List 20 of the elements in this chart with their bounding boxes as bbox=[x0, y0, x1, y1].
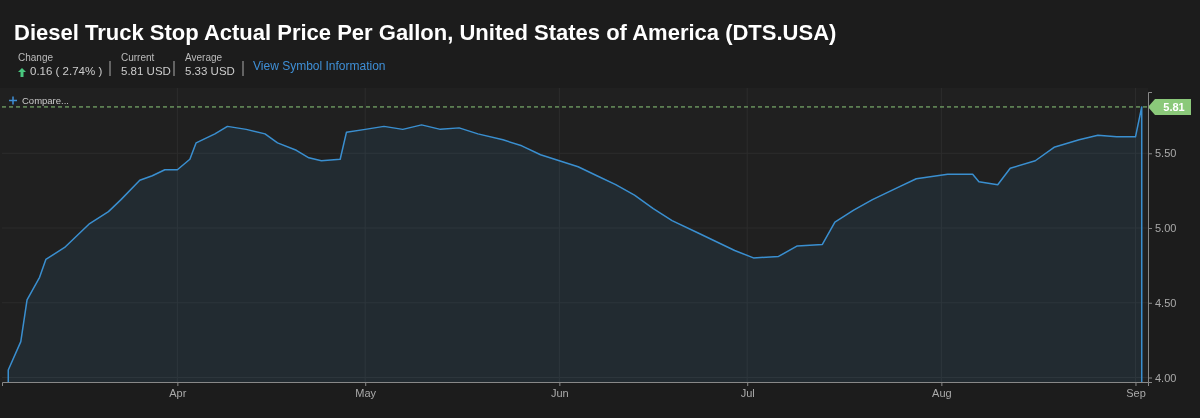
x-tick-label: Sep bbox=[1126, 386, 1146, 399]
annotation: Compare... bbox=[22, 95, 69, 106]
x-tick-label: Jun bbox=[550, 386, 569, 399]
chart-title: Diesel Truck Stop Actual Price Per Gallon, United States of America (DTS.USA) bbox=[14, 20, 837, 45]
y-tick-label: 5.50 bbox=[1155, 147, 1177, 160]
x-tick-label: Apr bbox=[169, 386, 187, 399]
text: Current bbox=[121, 52, 155, 63]
x-tick-label: Aug bbox=[932, 386, 952, 399]
y-tick-label: 4.50 bbox=[1155, 296, 1177, 309]
y-tick-label: 5.00 bbox=[1155, 222, 1177, 235]
text: 5.81 USD bbox=[121, 65, 171, 77]
x-tick-label: May bbox=[355, 386, 377, 399]
text: 0.16 ( 2.74% ) bbox=[30, 65, 103, 77]
ref-line-label: 5.81 bbox=[1163, 100, 1185, 113]
text: 5.33 USD bbox=[185, 65, 235, 77]
text: Average bbox=[185, 52, 223, 63]
x-tick-label: Jul bbox=[740, 386, 755, 399]
y-tick-label: 4.00 bbox=[1155, 371, 1177, 384]
text: Change bbox=[18, 52, 54, 63]
text: View Symbol Information bbox=[253, 59, 386, 73]
